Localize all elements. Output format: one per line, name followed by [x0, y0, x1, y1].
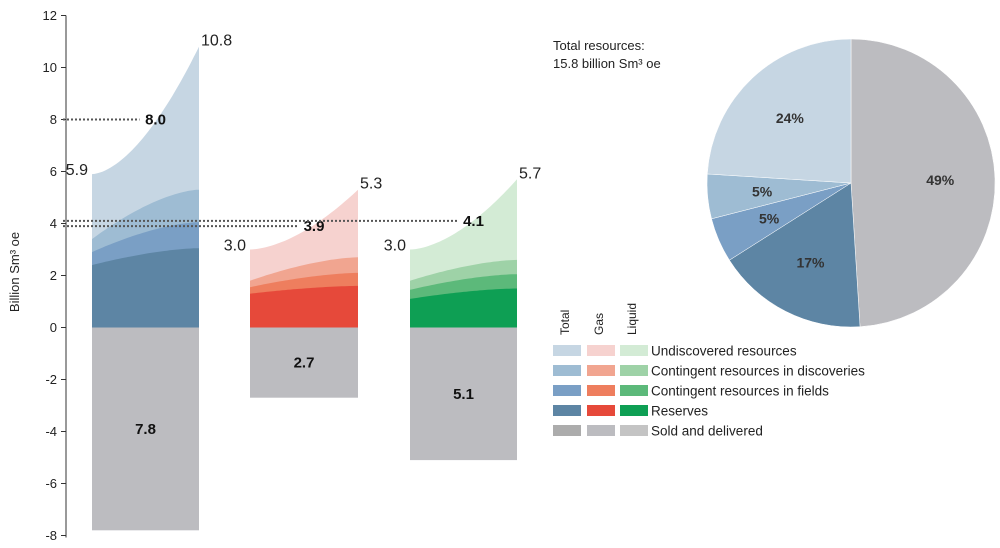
legend-item-label: Contingent resources in fields [651, 384, 829, 399]
y-tick-label: 12 [43, 8, 57, 23]
sold-value-label: 2.7 [294, 355, 315, 372]
legend-swatch [587, 345, 615, 356]
y-axis: 12 10 8 6 4 2 0 -2 -4 -6 -8 [43, 8, 67, 543]
value-labels: 5.9 10.8 8.0 7.8 3.0 5.3 3.9 2.7 3.0 5.7 4.1 5.1 [63, 33, 541, 438]
legend-swatch [587, 385, 615, 396]
legend-swatch [553, 425, 581, 436]
y-tick-label: -2 [45, 372, 57, 387]
start-total-label: 3.0 [224, 238, 246, 255]
mid-value-label: 8.0 [145, 112, 166, 129]
legend-item-label: Reserves [651, 404, 708, 419]
legend-item-label: Undiscovered resources [651, 344, 797, 359]
pie-percent-label: 24% [776, 110, 805, 126]
sold-value-label: 7.8 [135, 421, 156, 438]
area-groups [92, 46, 517, 531]
sold-value-label: 5.1 [453, 386, 474, 403]
legend-swatch [620, 385, 648, 396]
pie-slice-reserves [729, 182, 861, 328]
area-reserves [92, 248, 199, 328]
start-total-label: 3.0 [384, 238, 406, 255]
legend-column-header: Liquid [625, 303, 639, 335]
legend-swatch [553, 365, 581, 376]
pie-note-line1: Total resources: [553, 38, 645, 53]
mid-value-label: 3.9 [304, 218, 325, 235]
pie-percent-label: 17% [796, 255, 825, 271]
legend-column-header: Total [558, 310, 572, 335]
y-tick-label: -4 [45, 424, 57, 439]
sold-delivered-bar [250, 327, 358, 398]
end-total-label: 10.8 [201, 33, 232, 50]
legend-swatch [553, 345, 581, 356]
legend-item-label: Sold and delivered [651, 424, 763, 439]
y-tick-label: 10 [43, 60, 57, 75]
y-tick-label: 4 [50, 216, 57, 231]
end-total-label: 5.7 [519, 165, 541, 182]
legend-column-header: Gas [592, 313, 606, 335]
pie-note-line2: 15.8 billion Sm³ oe [553, 56, 661, 71]
sold-delivered-bar [92, 327, 199, 531]
y-tick-label: 6 [50, 164, 57, 179]
area-reserves [410, 288, 517, 328]
legend-swatch [587, 365, 615, 376]
end-total-label: 5.3 [360, 176, 382, 193]
legend-swatch [587, 405, 615, 416]
pie-percent-label: 5% [759, 210, 780, 226]
legend-swatch [553, 405, 581, 416]
sold-delivered-bar [410, 327, 517, 461]
y-tick-label: 8 [50, 112, 57, 127]
pie-chart: 49% 17% 5% 5% 24% [706, 38, 996, 328]
pie-slice-sold-and-delivered [850, 38, 996, 327]
start-total-label: 5.9 [66, 162, 88, 179]
legend-swatch [620, 345, 648, 356]
pie-slice-undiscovered-resources [707, 38, 852, 184]
y-tick-label: -6 [45, 476, 57, 491]
legend-swatch [620, 425, 648, 436]
legend-item-label: Contingent resources in discoveries [651, 364, 865, 379]
y-tick-label: 0 [50, 320, 57, 335]
legend-swatch [620, 405, 648, 416]
legend: Total Gas Liquid Undiscovered resources Cont… [553, 303, 865, 439]
y-tick-label: -8 [45, 528, 57, 543]
mid-value-label: 4.1 [463, 213, 484, 230]
area-reserves [250, 285, 358, 328]
y-tick-label: 2 [50, 268, 57, 283]
y-axis-label: Billion Sm³ oe [7, 232, 22, 312]
legend-swatch [587, 425, 615, 436]
pie-percent-label: 5% [752, 183, 773, 199]
pie-percent-label: 49% [926, 172, 955, 188]
legend-swatch [553, 385, 581, 396]
legend-swatch [620, 365, 648, 376]
